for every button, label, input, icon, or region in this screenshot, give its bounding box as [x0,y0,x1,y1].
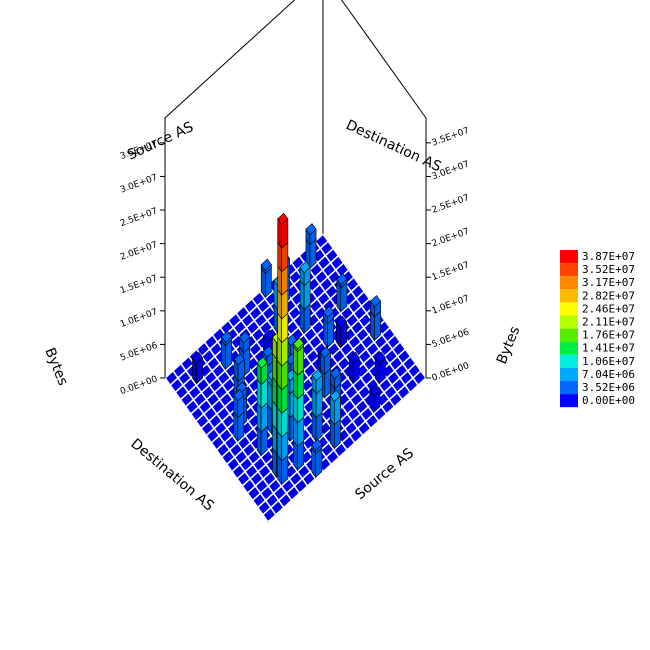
z-tick-label: 3.5E+07 [431,126,471,149]
bar-top [233,389,245,402]
bar-top [293,337,305,350]
bar [311,438,323,479]
bar-top [336,273,348,286]
legend-swatch [560,302,578,316]
bar [256,356,268,457]
z-tick-label: 3.0E+07 [119,173,159,196]
bar-top [319,346,331,359]
legend-label: 1.76E+07 [582,329,635,342]
bar-top [192,351,204,364]
bar-top [323,305,335,318]
legend-swatch [560,250,578,264]
legend-label: 3.52E+07 [582,263,635,276]
legend-swatch [560,263,578,277]
bar [192,351,204,385]
bar-top [256,356,268,369]
legend: 3.87E+073.52E+073.17E+072.82E+072.46E+07… [560,250,635,408]
legend-swatch [560,394,578,408]
bar [221,330,233,371]
bar-top [311,438,323,451]
z-axis-title-left: Bytes [41,346,71,388]
z-tick-label: 1.5E+07 [119,274,159,297]
legend-label: 3.52E+06 [582,381,635,394]
bar-top [262,329,274,342]
bar [374,351,386,385]
bar [260,258,272,299]
z-axis-title-right: Bytes [494,324,524,366]
legend-label: 3.87E+07 [582,250,635,263]
z-tick-label: 0.0E+00 [431,361,471,384]
legend-label: 1.41E+07 [582,342,635,355]
bar-top [348,351,360,364]
bar-top [262,345,274,358]
bar [305,223,317,270]
z-tick-label: 0.0E+00 [119,374,159,397]
bar-top [335,315,347,328]
floor-grid-line [306,247,411,393]
bars-group [192,212,386,486]
bar-top [369,295,381,308]
legend-label: 2.82E+07 [582,289,635,302]
legend-swatch [560,367,578,381]
bar-top [305,223,317,236]
bar [329,389,341,450]
legend-label: 3.17E+07 [582,276,635,289]
bar [311,369,323,443]
bar-top [330,367,342,380]
bar [369,295,381,342]
legend-label: 1.06E+07 [582,355,635,368]
floor-grid-line [179,255,339,401]
bar-top [329,389,341,402]
z-tick-label: 2.5E+07 [119,206,159,229]
z-tick-label: 1.0E+07 [119,307,159,330]
bar-top [260,258,272,271]
bar-top [221,330,233,343]
bar [335,315,347,349]
z-tick-label: 2.0E+07 [119,240,159,263]
bar [299,261,311,335]
legend-swatch [560,328,578,342]
x-axis-title-front: Destination AS [127,436,216,515]
bar-top [369,383,381,397]
bar [348,351,360,385]
bar-top [277,212,289,225]
legend-swatch [560,354,578,368]
y-axis-title-front: Source AS [352,445,417,503]
bar [277,212,289,486]
z-tick-label: 1.0E+07 [431,294,471,317]
legend-label: 7.04E+06 [582,368,635,381]
bar-top [299,261,311,274]
bar-top [233,353,245,366]
z-tick-label: 2.5E+07 [431,193,471,216]
legend-swatch [560,341,578,355]
bar-top [239,331,251,344]
floor-grid-line [164,233,324,379]
legend-label: 2.11E+07 [582,316,635,329]
z-tick-label: 1.5E+07 [431,260,471,283]
legend-swatch [560,381,578,395]
bar [233,389,245,443]
legend-swatch [560,276,578,290]
z-tick-label: 5.0E+06 [431,327,471,350]
legend-label: 0.00E+00 [582,394,635,407]
bar-top [311,369,323,382]
floor-grid-line [314,240,419,386]
z-tick-label: 5.0E+06 [119,341,159,364]
bar [323,305,335,349]
bar [369,383,381,414]
bar [336,273,348,313]
y-axis-title-back: Source AS [125,119,196,164]
legend-swatch [560,289,578,303]
bar [319,346,331,399]
legend-swatch [560,315,578,329]
bar [293,337,305,471]
legend-label: 2.46E+07 [582,302,635,315]
bar-top [374,351,386,364]
z-tick-label: 2.0E+07 [431,227,471,250]
x-axis-title-back: Destination AS [343,117,443,175]
